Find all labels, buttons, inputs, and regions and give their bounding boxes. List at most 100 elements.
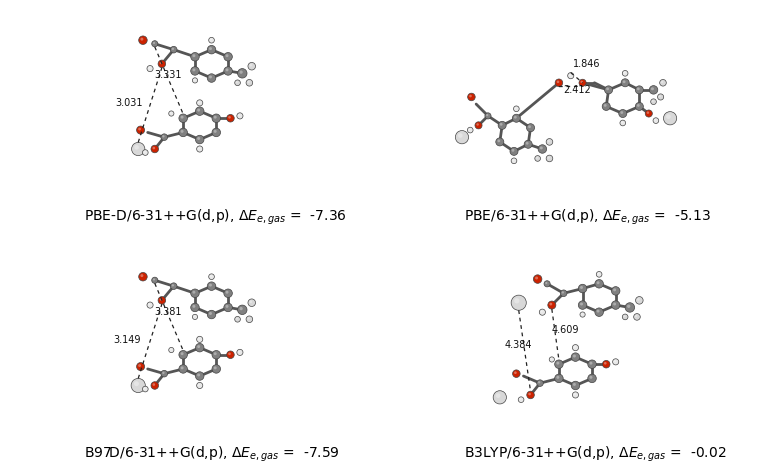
Circle shape: [622, 80, 626, 83]
Circle shape: [590, 376, 593, 379]
Circle shape: [228, 352, 231, 355]
Circle shape: [197, 109, 200, 112]
Circle shape: [212, 350, 221, 359]
Circle shape: [193, 305, 196, 308]
Circle shape: [162, 372, 164, 374]
Circle shape: [469, 128, 470, 131]
Circle shape: [248, 62, 256, 70]
Circle shape: [191, 303, 199, 312]
Text: 4.384: 4.384: [505, 340, 532, 350]
Circle shape: [236, 317, 238, 320]
Circle shape: [603, 360, 610, 368]
Circle shape: [619, 109, 627, 118]
Circle shape: [224, 53, 232, 61]
Text: B3LYP/6-31++G(d,p), $\Delta E_{e,gas}$ =  -0.02: B3LYP/6-31++G(d,p), $\Delta E_{e,gas}$ =…: [464, 444, 727, 464]
Circle shape: [580, 286, 583, 289]
Circle shape: [556, 362, 559, 365]
Circle shape: [511, 149, 514, 152]
Circle shape: [607, 88, 609, 90]
Circle shape: [597, 310, 600, 313]
Circle shape: [620, 111, 623, 114]
Circle shape: [496, 394, 501, 398]
Circle shape: [458, 133, 463, 138]
Circle shape: [212, 365, 221, 373]
Circle shape: [527, 123, 534, 131]
Circle shape: [193, 54, 196, 57]
Circle shape: [573, 383, 576, 386]
Circle shape: [193, 69, 196, 71]
Circle shape: [637, 298, 640, 301]
Circle shape: [214, 130, 217, 133]
Circle shape: [511, 295, 527, 310]
Circle shape: [475, 122, 482, 129]
Circle shape: [635, 297, 643, 304]
Circle shape: [142, 386, 148, 392]
Circle shape: [139, 36, 147, 44]
Circle shape: [597, 272, 602, 277]
Circle shape: [512, 114, 521, 123]
Circle shape: [514, 371, 517, 374]
Circle shape: [180, 116, 183, 119]
Circle shape: [207, 74, 216, 82]
Circle shape: [247, 81, 250, 83]
Circle shape: [652, 100, 654, 102]
Circle shape: [246, 79, 253, 86]
Circle shape: [562, 291, 564, 294]
Circle shape: [555, 374, 563, 383]
Circle shape: [225, 54, 228, 57]
Circle shape: [153, 42, 155, 44]
Circle shape: [621, 121, 623, 123]
Circle shape: [519, 398, 521, 400]
Circle shape: [172, 284, 174, 287]
Circle shape: [170, 349, 171, 350]
Circle shape: [597, 281, 600, 284]
Circle shape: [469, 95, 472, 97]
Circle shape: [587, 360, 597, 368]
Circle shape: [572, 344, 578, 351]
Circle shape: [627, 305, 630, 308]
Circle shape: [623, 315, 626, 317]
Circle shape: [196, 107, 204, 115]
Circle shape: [197, 137, 200, 140]
Circle shape: [547, 157, 549, 159]
Circle shape: [193, 291, 196, 294]
Circle shape: [623, 71, 626, 74]
Circle shape: [476, 123, 479, 126]
Circle shape: [544, 280, 550, 287]
Circle shape: [179, 128, 187, 137]
Circle shape: [572, 381, 580, 390]
Circle shape: [651, 99, 657, 105]
Circle shape: [209, 284, 212, 287]
Circle shape: [158, 297, 166, 304]
Circle shape: [611, 287, 620, 295]
Circle shape: [569, 74, 571, 76]
Circle shape: [228, 116, 231, 119]
Circle shape: [545, 282, 547, 284]
Circle shape: [214, 352, 217, 355]
Circle shape: [207, 45, 216, 54]
Circle shape: [191, 289, 199, 298]
Circle shape: [597, 272, 600, 275]
Circle shape: [148, 67, 151, 69]
Circle shape: [210, 38, 212, 41]
Circle shape: [196, 343, 204, 352]
Circle shape: [191, 67, 199, 75]
Text: PBE/6-31++G(d,p), $\Delta E_{e,gas}$ =  -5.13: PBE/6-31++G(d,p), $\Delta E_{e,gas}$ = -…: [464, 208, 712, 227]
Circle shape: [161, 370, 167, 377]
Circle shape: [144, 387, 145, 389]
Circle shape: [196, 372, 204, 380]
Circle shape: [180, 352, 183, 355]
Circle shape: [510, 148, 518, 156]
Circle shape: [635, 86, 643, 94]
Circle shape: [197, 345, 200, 348]
Circle shape: [654, 119, 656, 121]
Circle shape: [209, 312, 212, 315]
Circle shape: [162, 135, 164, 138]
Circle shape: [535, 156, 540, 161]
Circle shape: [595, 280, 603, 288]
Circle shape: [196, 146, 202, 152]
Circle shape: [625, 303, 635, 312]
Circle shape: [224, 67, 232, 75]
Circle shape: [512, 159, 514, 161]
Circle shape: [660, 79, 667, 86]
